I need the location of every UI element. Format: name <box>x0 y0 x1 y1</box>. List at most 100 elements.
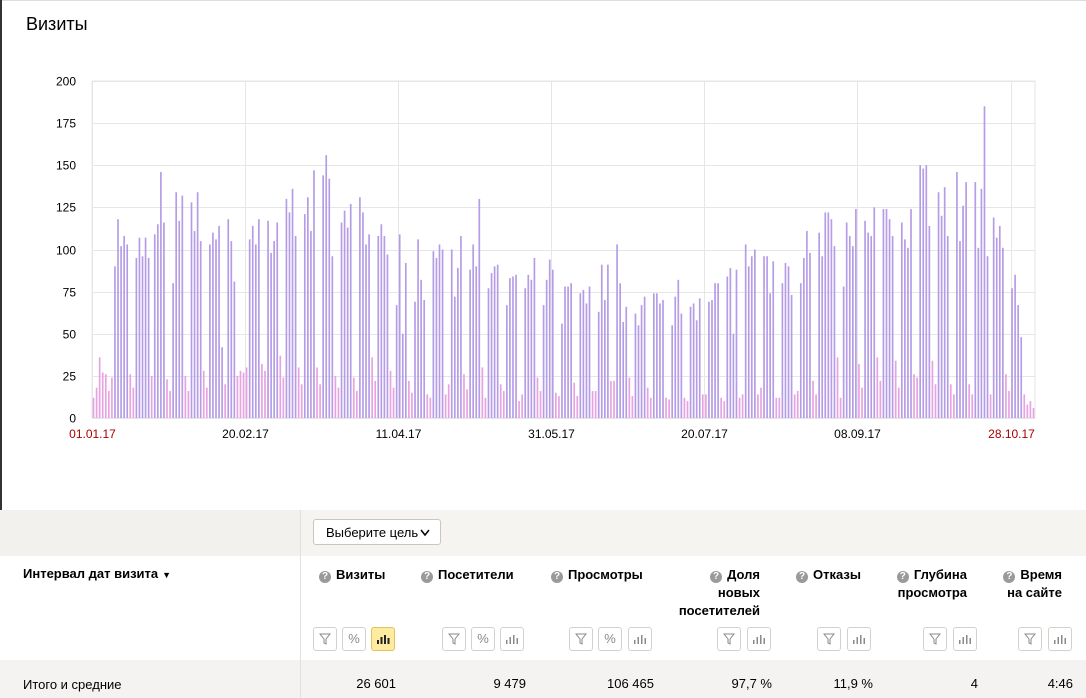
bar <box>806 230 808 418</box>
filter-button-depth[interactable] <box>923 627 947 651</box>
bar <box>196 192 199 418</box>
bar <box>992 217 995 418</box>
chart-toggle-button-bounce[interactable] <box>847 627 871 651</box>
chart-toggle-button-depth[interactable] <box>953 627 977 651</box>
bar <box>334 375 337 419</box>
total-depth: 4 <box>970 676 978 691</box>
help-icon[interactable]: ? <box>551 571 563 583</box>
bar <box>827 212 830 418</box>
bar <box>132 387 135 418</box>
bar <box>882 209 885 418</box>
help-icon[interactable]: ? <box>421 571 433 583</box>
help-icon[interactable]: ? <box>1003 571 1016 583</box>
bar <box>904 239 906 418</box>
bar <box>267 220 269 418</box>
bar <box>931 360 934 418</box>
help-icon[interactable]: ? <box>796 571 808 583</box>
bar <box>377 236 380 418</box>
filter-button-visitors[interactable] <box>442 627 466 651</box>
bar <box>925 165 928 418</box>
y-tick-label: 0 <box>69 412 76 426</box>
column-header-visits[interactable]: ? Визиты <box>319 566 385 584</box>
bar <box>518 401 520 418</box>
column-header-pageviews[interactable]: ? Просмотры <box>551 566 643 584</box>
bar <box>288 212 291 418</box>
column-header-visitors[interactable]: ? Посетители <box>421 566 514 584</box>
filter-button-pageviews[interactable] <box>569 627 593 651</box>
column-header-time[interactable]: ? Время на сайте <box>990 566 1062 602</box>
bar <box>946 236 949 418</box>
bar <box>790 295 793 418</box>
column-header-depth[interactable]: ? Глубина просмотра <box>880 566 967 602</box>
filter-button-new-share[interactable] <box>717 627 741 651</box>
bar <box>858 364 860 418</box>
bar <box>959 241 961 418</box>
bar <box>472 244 475 418</box>
bar <box>729 268 732 418</box>
bar <box>141 256 144 418</box>
bar <box>411 392 413 418</box>
total-time: 4:46 <box>1047 676 1073 691</box>
bar <box>793 394 796 418</box>
bar <box>254 244 257 418</box>
y-tick-label: 50 <box>63 328 77 342</box>
filter-button-visits[interactable] <box>313 627 337 651</box>
bar <box>656 293 658 418</box>
bar <box>432 251 435 418</box>
bar <box>230 241 233 418</box>
filter-button-bounce[interactable] <box>817 627 841 651</box>
percent-button-visits[interactable]: % <box>342 627 366 651</box>
select-goal-button[interactable]: Выберите цель <box>313 519 441 545</box>
bar <box>276 222 279 418</box>
bar <box>414 301 416 418</box>
bar-chart-icon <box>959 635 971 644</box>
column-header-new-share[interactable]: ? Доля новых посетителей <box>660 566 760 620</box>
bar <box>1029 401 1032 418</box>
bar <box>659 303 661 418</box>
bar <box>98 357 101 418</box>
bar <box>129 374 132 418</box>
bar <box>735 269 738 418</box>
help-icon[interactable]: ? <box>710 571 723 583</box>
bar <box>907 247 909 418</box>
bar-chart-icon <box>853 635 865 644</box>
totals-row <box>0 660 1086 698</box>
bar <box>763 256 765 418</box>
bar <box>747 266 750 418</box>
bar <box>108 391 110 418</box>
help-icon[interactable]: ? <box>896 571 909 583</box>
bar <box>172 283 174 418</box>
column-header-bounce[interactable]: ? Отказы <box>796 566 861 584</box>
bar <box>567 286 569 418</box>
bar <box>524 288 527 418</box>
bar <box>490 273 493 418</box>
x-tick-label: 28.10.17 <box>988 427 1035 441</box>
chart-toggle-button-visits[interactable] <box>371 627 395 651</box>
chart-toggle-button-visitors[interactable] <box>500 627 524 651</box>
bar <box>845 222 848 418</box>
column-header-visits-label: Визиты <box>336 567 386 582</box>
bar <box>818 232 820 418</box>
bar <box>836 357 839 418</box>
bar-chart-icon <box>1054 635 1066 644</box>
visits-chart: 0 25 50 75 100 125 150 175 200 01.01.17 20.02.17 1… <box>56 75 1036 441</box>
bar <box>689 306 692 418</box>
bar <box>634 313 637 418</box>
percent-button-pageviews[interactable]: % <box>598 627 622 651</box>
bar <box>499 384 502 418</box>
bar <box>848 236 851 418</box>
percent-button-visitors[interactable]: % <box>471 627 495 651</box>
bar <box>625 306 628 418</box>
help-icon[interactable]: ? <box>319 571 331 583</box>
bar <box>135 257 138 418</box>
filter-button-time[interactable] <box>1018 627 1042 651</box>
bar <box>665 397 667 418</box>
chart-toggle-button-pageviews[interactable] <box>628 627 652 651</box>
bar <box>316 367 318 418</box>
chart-title: Визиты <box>26 14 88 34</box>
dimension-header[interactable]: Интервал дат визита ▼ <box>23 566 171 581</box>
chart-toggle-button-time[interactable] <box>1048 627 1072 651</box>
bar <box>812 380 814 418</box>
chart-toggle-button-new-share[interactable] <box>747 627 771 651</box>
bar <box>460 236 462 418</box>
